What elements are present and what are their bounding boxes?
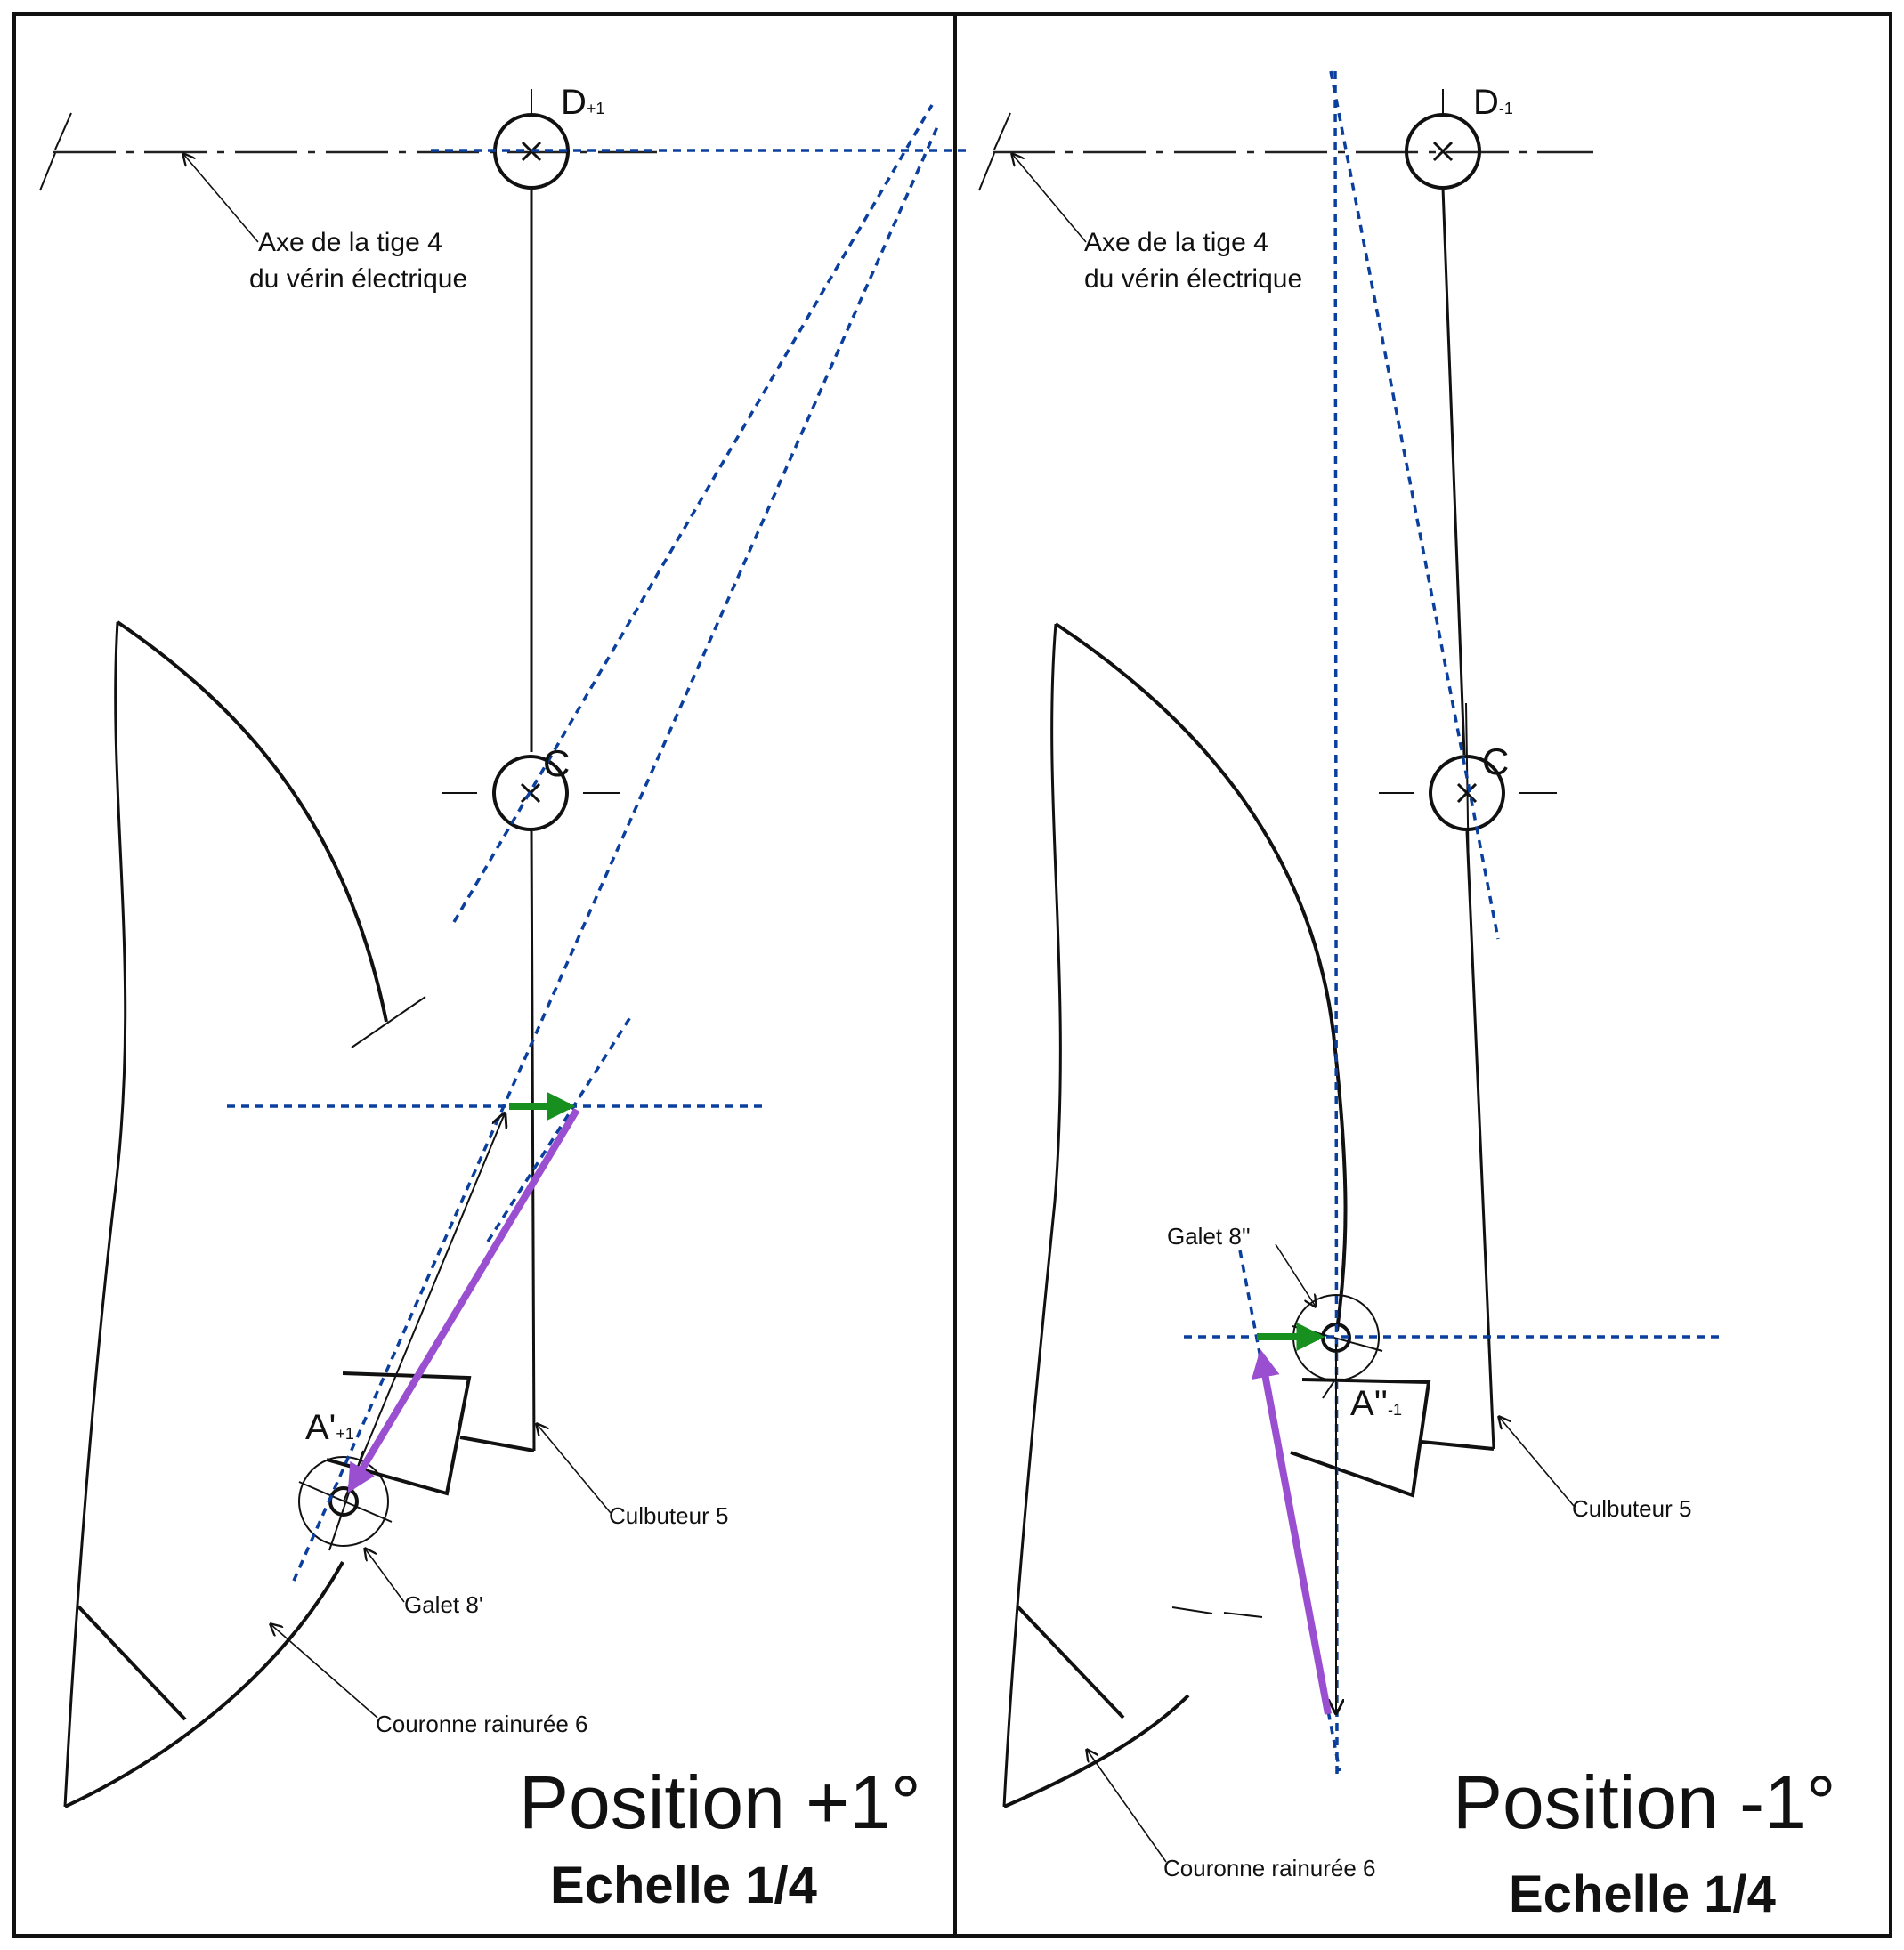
construction-line-cd xyxy=(1329,70,1500,940)
velocity-vector-thin xyxy=(343,1113,505,1502)
crown-label-leader xyxy=(1087,1750,1167,1863)
point-d-label: D-1 xyxy=(1473,83,1513,122)
crown-outer-arc xyxy=(116,620,388,1023)
point-c-label: C xyxy=(1482,740,1509,782)
crown-inner-profile xyxy=(63,621,127,1808)
rocker-label: Culbuteur 5 xyxy=(609,1502,728,1529)
roller-label: Galet 8'' xyxy=(1167,1223,1251,1250)
crown-break-mark xyxy=(351,996,426,1048)
axis-break-mark xyxy=(39,152,56,191)
rocker-rod xyxy=(1465,830,1495,1450)
scale-label: Echelle 1/4 xyxy=(1509,1865,1776,1923)
crown-groove-arc xyxy=(1003,1694,1190,1808)
roller-label-leader xyxy=(1275,1243,1316,1307)
crown-label-leader xyxy=(271,1624,378,1719)
axis-break-mark xyxy=(54,112,72,150)
point-a-label: A''-1 xyxy=(1350,1384,1402,1423)
crown-break-mark xyxy=(1171,1606,1213,1614)
pivot-c-circle xyxy=(492,755,569,831)
crown-spoke xyxy=(1016,1605,1125,1719)
velocity-vector-purple xyxy=(1251,1348,1332,1715)
crown-label: Couronne rainurée 6 xyxy=(376,1711,588,1737)
crown-label: Couronne rainurée 6 xyxy=(1163,1855,1376,1881)
roller-centerline xyxy=(1322,1379,1336,1399)
roller-label-leader xyxy=(365,1549,405,1603)
pivot-c-cross xyxy=(1456,782,1478,804)
outer-frame xyxy=(12,12,1892,1938)
position-title: Position +1° xyxy=(519,1760,921,1844)
axis-label-line2: du vérin électrique xyxy=(249,264,467,294)
rocker-arm-body xyxy=(1290,1378,1495,1498)
construction-line-tangent xyxy=(486,1016,632,1242)
crown-break-mark xyxy=(1223,1612,1263,1618)
point-c-label: C xyxy=(543,742,570,784)
point-a-label: A'+1 xyxy=(305,1408,354,1447)
construction-line-long xyxy=(292,122,941,1582)
pivot-d-cross xyxy=(1432,141,1454,162)
velocity-vector-purple xyxy=(347,1107,580,1493)
left-panel: D+1 C A'+1 Axe de la tige 4 du vérin éle… xyxy=(39,83,970,1914)
crown-groove-arc xyxy=(64,1561,344,1808)
rocker-rod xyxy=(530,829,536,1452)
axis-label-line1: Axe de la tige 4 xyxy=(258,228,442,257)
rocker-label-leader xyxy=(537,1424,612,1514)
right-panel: D-1 C A''-1 Axe de la tige 4 du vérin él… xyxy=(978,70,1835,1923)
crown-spoke xyxy=(77,1605,187,1721)
rocker-arm-body xyxy=(326,1371,535,1496)
position-title: Position -1° xyxy=(1453,1760,1835,1844)
pivot-c-circle xyxy=(1429,755,1505,831)
crown-outer-arc xyxy=(1054,622,1348,1331)
point-d-label: D+1 xyxy=(561,83,604,122)
crown-inner-profile xyxy=(1002,623,1062,1808)
axis-label-leader xyxy=(183,154,259,243)
axis-label-line1: Axe de la tige 4 xyxy=(1084,228,1268,257)
roller-outer-circle xyxy=(298,1456,389,1547)
rocker-label: Culbuteur 5 xyxy=(1572,1495,1691,1522)
axis-break-mark xyxy=(978,152,995,191)
axis-label-line2: du vérin électrique xyxy=(1084,264,1302,294)
rocker-label-leader xyxy=(1499,1417,1575,1507)
axis-label-leader xyxy=(1012,154,1087,243)
rocker-rod xyxy=(1441,187,1466,756)
scale-label: Echelle 1/4 xyxy=(550,1857,817,1914)
axis-break-mark xyxy=(993,112,1011,150)
roller-label: Galet 8' xyxy=(404,1591,483,1618)
construction-line-cd xyxy=(452,104,934,923)
